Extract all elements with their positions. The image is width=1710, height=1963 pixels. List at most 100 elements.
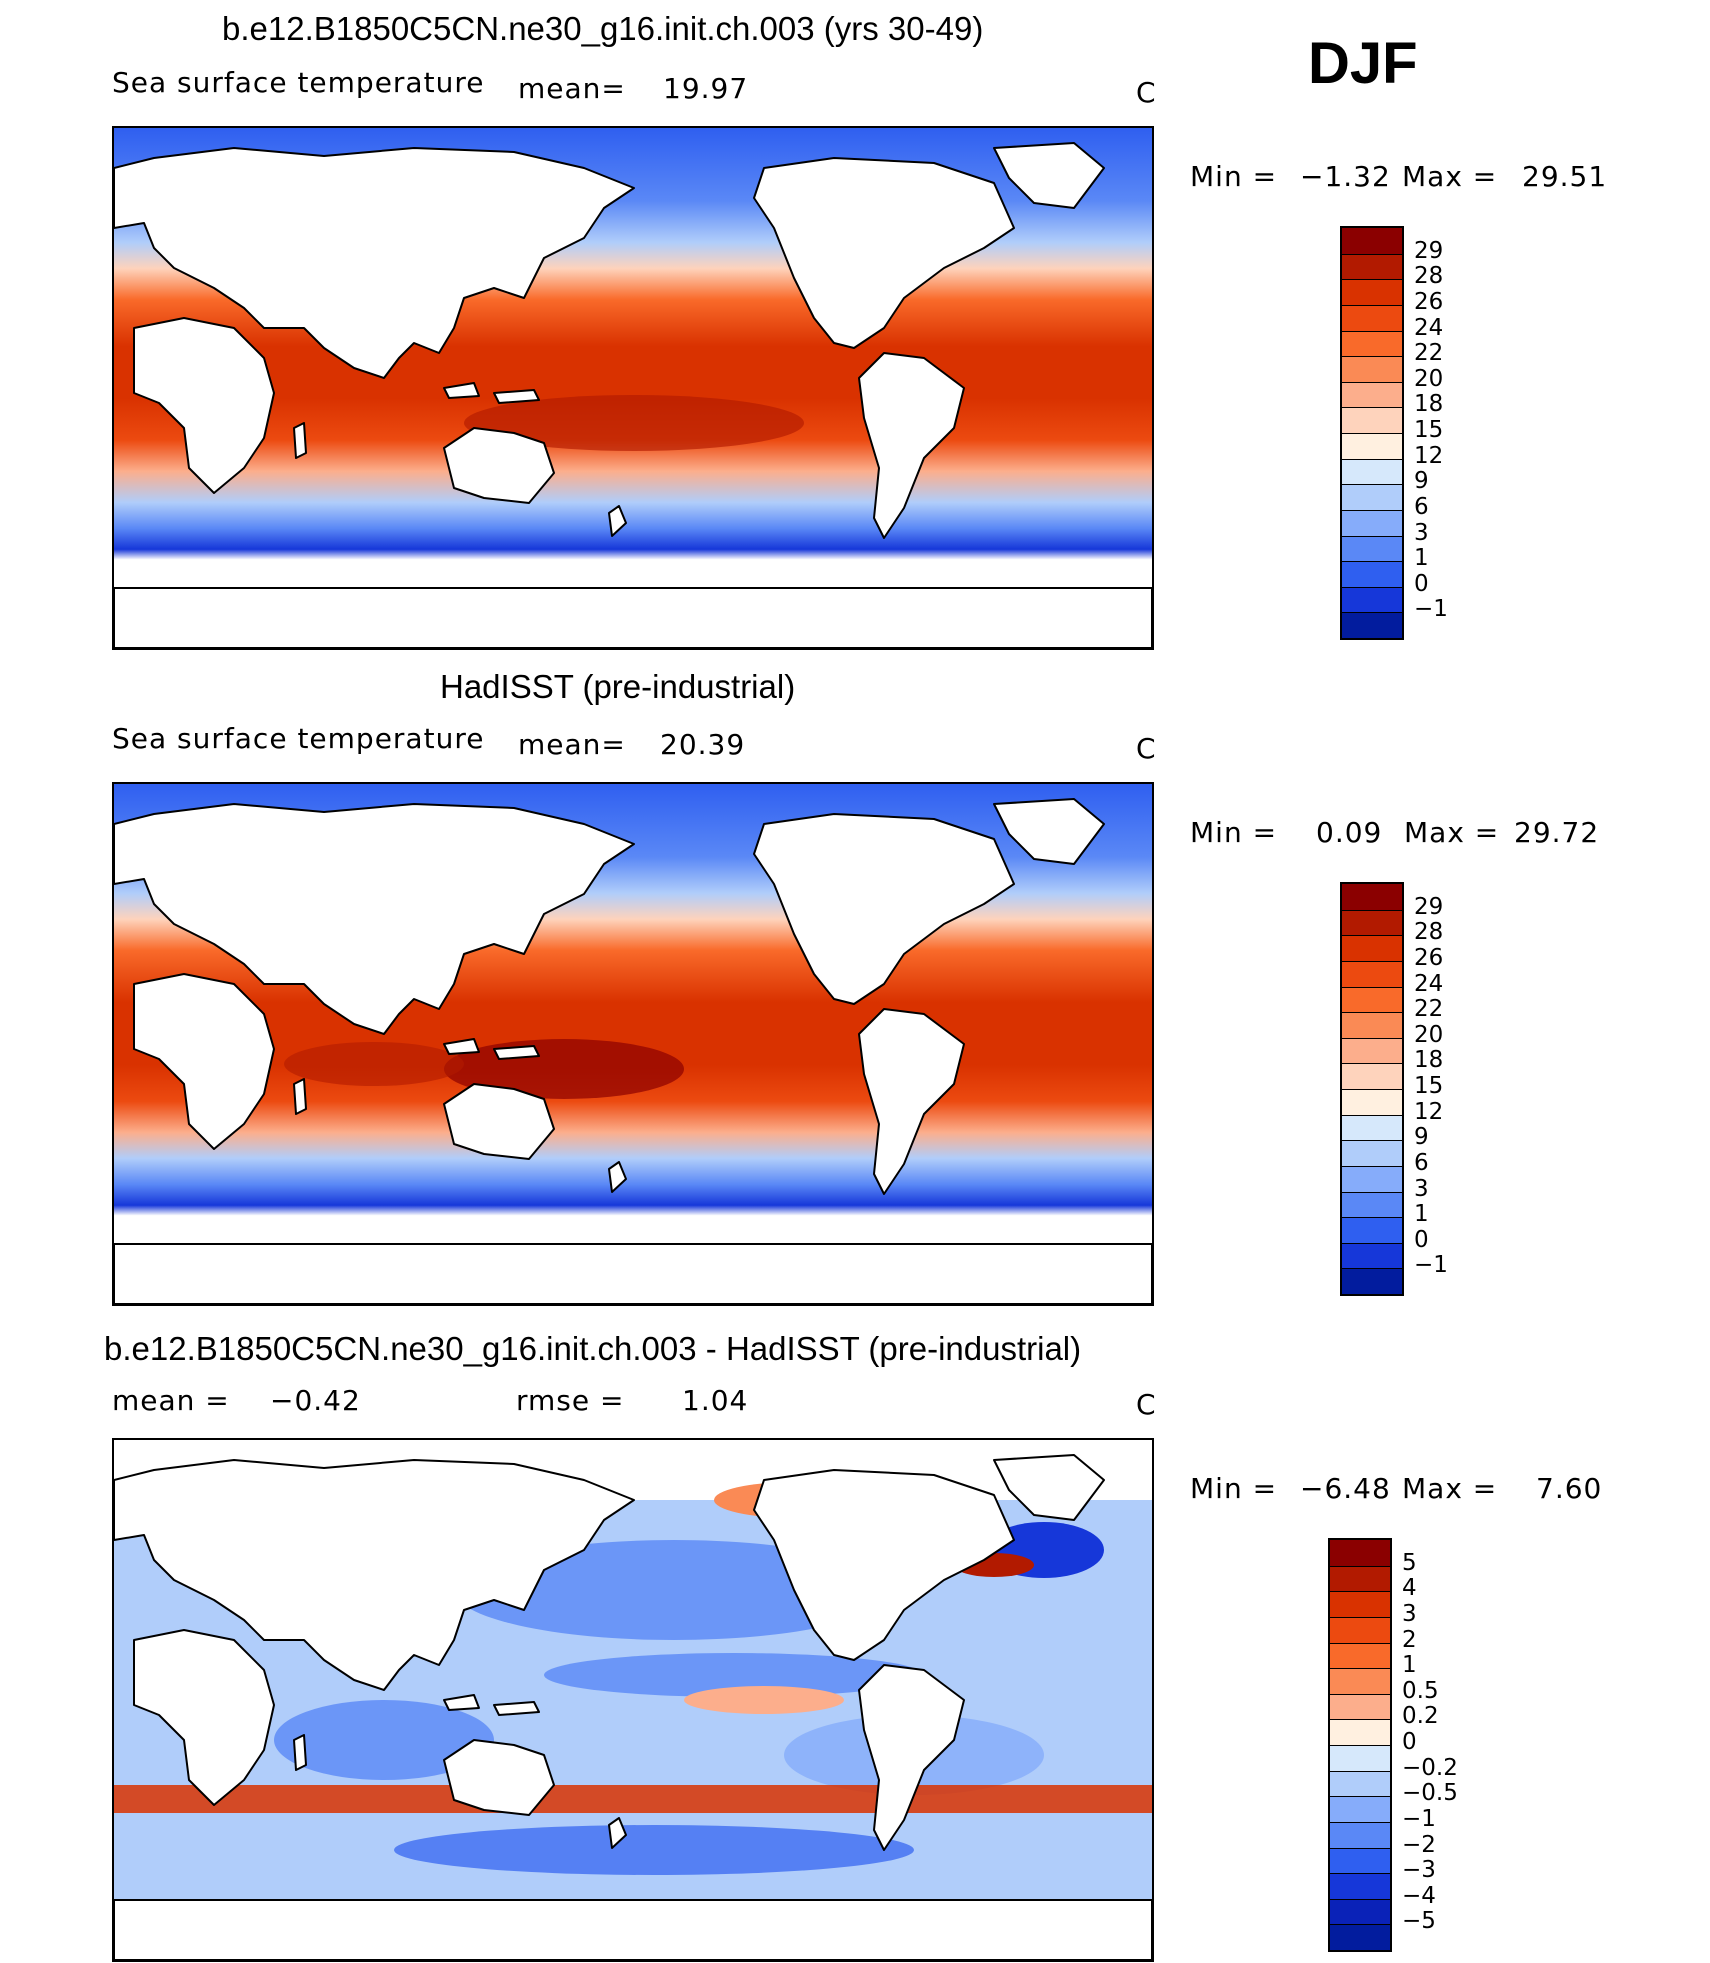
colorbar-label: 1 <box>1414 1201 1429 1228</box>
colorbar-swatch <box>1330 1565 1390 1592</box>
panel-3-map <box>112 1438 1154 1962</box>
panel-2-min-value: 0.09 <box>1316 816 1383 849</box>
panel-2-map-svg <box>114 784 1152 1304</box>
colorbar-label: 9 <box>1414 468 1429 495</box>
colorbar-swatch <box>1330 1616 1390 1643</box>
panel-1-title: b.e12.B1850C5CN.ne30_g16.init.ch.003 (yr… <box>222 10 984 47</box>
panel-3-colorbar <box>1328 1538 1392 1952</box>
colorbar-swatch <box>1330 1693 1390 1720</box>
colorbar-swatch <box>1330 1898 1390 1925</box>
panel-3-max-label: Max = <box>1402 1472 1498 1505</box>
colorbar-swatch <box>1330 1847 1390 1874</box>
panel-3-title: b.e12.B1850C5CN.ne30_g16.init.ch.003 - H… <box>104 1330 1082 1367</box>
colorbar-swatch <box>1342 1114 1402 1141</box>
colorbar-label: 20 <box>1414 365 1444 392</box>
colorbar-label: 4 <box>1402 1575 1417 1602</box>
colorbar-label: −1 <box>1414 596 1448 623</box>
colorbar-swatch <box>1342 1012 1402 1038</box>
colorbar-label: 22 <box>1414 340 1444 367</box>
colorbar-label: 12 <box>1414 442 1444 469</box>
panel-2-map <box>112 782 1154 1306</box>
colorbar-swatch <box>1342 304 1402 331</box>
panel-3-min-value: −6.48 <box>1300 1472 1391 1505</box>
colorbar-label: 3 <box>1414 519 1429 546</box>
colorbar-label: 22 <box>1414 996 1444 1023</box>
colorbar-swatch <box>1342 1191 1402 1218</box>
colorbar-swatch <box>1342 1140 1402 1166</box>
panel-3-mean-label: mean = <box>112 1384 230 1417</box>
panel-1-colorbar <box>1340 226 1404 640</box>
colorbar-swatch <box>1342 1165 1402 1192</box>
panel-1-max-label: Max = <box>1402 160 1498 193</box>
southern-ocean-cool <box>394 1825 914 1875</box>
colorbar-swatch <box>1342 433 1402 459</box>
colorbar-label: 6 <box>1414 1149 1429 1176</box>
colorbar-label: 0.2 <box>1402 1703 1439 1730</box>
colorbar-swatch <box>1342 935 1402 961</box>
panel-2-mean-value: 20.39 <box>660 728 746 761</box>
colorbar-label: −0.2 <box>1402 1754 1458 1781</box>
colorbar-swatch <box>1342 1037 1402 1064</box>
colorbar-swatch <box>1330 1873 1390 1899</box>
colorbar-swatch <box>1330 1719 1390 1745</box>
panel-1-mean-label: mean= <box>518 72 626 105</box>
colorbar-swatch <box>1330 1591 1390 1617</box>
colorbar-swatch <box>1342 484 1402 510</box>
panel-1-min-value: −1.32 <box>1300 160 1391 193</box>
colorbar-swatch <box>1342 1217 1402 1243</box>
panel-3-max-value: 7.60 <box>1536 1472 1603 1505</box>
colorbar-label: 1 <box>1402 1652 1417 1679</box>
panel-2-title: HadISST (pre-industrial) <box>440 668 796 705</box>
colorbar-swatch <box>1342 561 1402 587</box>
panel-2-max-label: Max = <box>1404 816 1500 849</box>
panel-1-units: C <box>1136 76 1157 109</box>
colorbar-label: 3 <box>1414 1175 1429 1202</box>
panel-3-units: C <box>1136 1388 1157 1421</box>
panel-1-max-value: 29.51 <box>1522 160 1608 193</box>
panel-2-colorbar <box>1340 882 1404 1296</box>
panel-1-variable: Sea surface temperature <box>112 66 485 99</box>
colorbar-swatch <box>1330 1796 1390 1822</box>
colorbar-label: 26 <box>1414 288 1444 315</box>
colorbar-label: 20 <box>1414 1021 1444 1048</box>
panel-3-mean-value: −0.42 <box>270 1384 361 1417</box>
colorbar-swatch <box>1342 1089 1402 1115</box>
colorbar-label: 28 <box>1414 263 1444 290</box>
panel-1-mean-value: 19.97 <box>663 72 749 105</box>
colorbar-swatch <box>1342 535 1402 562</box>
colorbar-swatch <box>1342 253 1402 280</box>
colorbar-swatch <box>1342 279 1402 305</box>
southern-ocean-warm <box>114 1785 1152 1813</box>
colorbar-label: 15 <box>1414 417 1444 443</box>
colorbar-swatch <box>1342 356 1402 382</box>
colorbar-swatch <box>1342 381 1402 408</box>
colorbar-swatch <box>1342 612 1402 638</box>
panel-2-mean-label: mean= <box>518 728 626 761</box>
colorbar-label: 26 <box>1414 944 1444 971</box>
colorbar-swatch <box>1342 330 1402 357</box>
colorbar-label: 28 <box>1414 919 1444 946</box>
panel-1-map <box>112 126 1154 650</box>
colorbar-swatch <box>1342 407 1402 433</box>
colorbar-swatch <box>1330 1770 1390 1797</box>
colorbar-label: −1 <box>1414 1252 1448 1279</box>
colorbar-label: −4 <box>1402 1882 1436 1909</box>
colorbar-label: 24 <box>1414 314 1444 341</box>
panel-3-rmse-label: rmse = <box>516 1384 625 1417</box>
eastern-pacific-warm <box>684 1686 844 1714</box>
panel-3-rmse-value: 1.04 <box>682 1384 749 1417</box>
colorbar-swatch <box>1330 1924 1390 1950</box>
colorbar-label: 2 <box>1402 1626 1417 1653</box>
panel-3-map-svg <box>114 1440 1152 1960</box>
colorbar-swatch <box>1342 986 1402 1013</box>
indian-ocean-cool <box>274 1700 494 1780</box>
colorbar-swatch <box>1330 1745 1390 1771</box>
colorbar-swatch <box>1330 1642 1390 1669</box>
colorbar-label: 24 <box>1414 970 1444 997</box>
panel-2-units: C <box>1136 732 1157 765</box>
colorbar-label: 0 <box>1402 1729 1417 1755</box>
colorbar-label: 3 <box>1402 1600 1417 1627</box>
colorbar-label: 9 <box>1414 1124 1429 1151</box>
colorbar-label: 29 <box>1414 893 1444 920</box>
colorbar-label: −3 <box>1402 1857 1436 1884</box>
